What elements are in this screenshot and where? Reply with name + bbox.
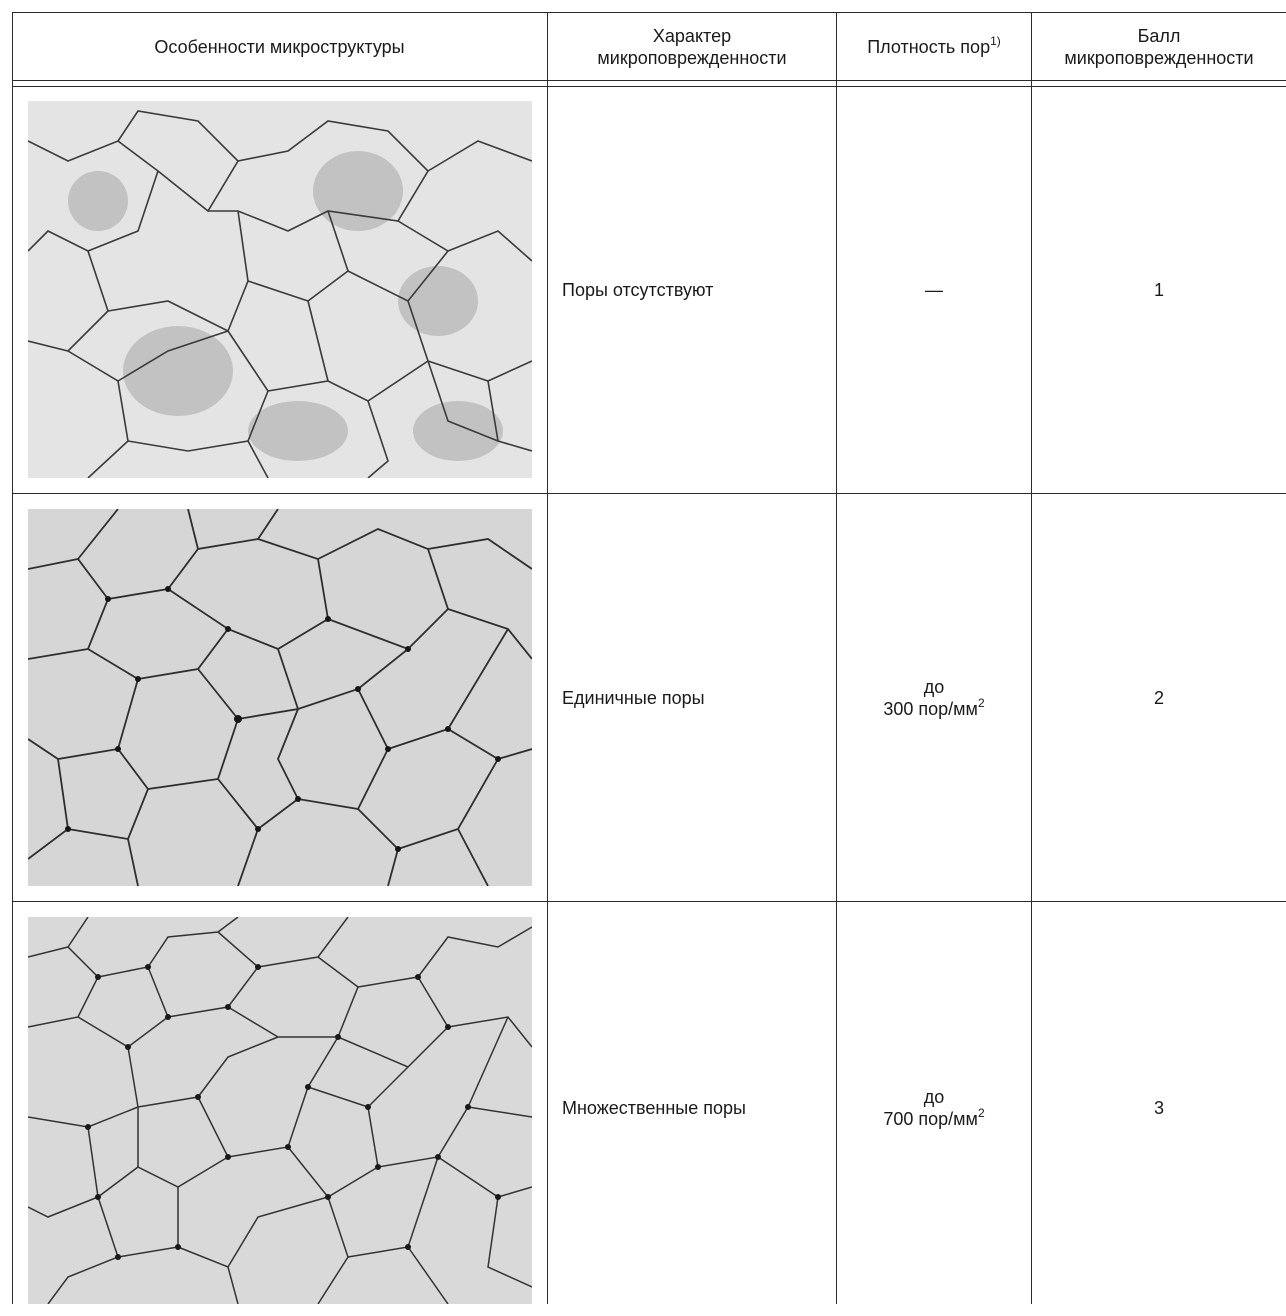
character-text: Поры отсутствуют: [562, 280, 714, 300]
grid-line: [12, 901, 1286, 902]
row3-score: 3: [1032, 902, 1286, 1314]
row3-density: до 700 пор/мм2: [837, 902, 1031, 1314]
header-character: Характер микроповрежденности: [548, 13, 836, 80]
micrograph-image: [28, 917, 532, 1304]
density-unit-exponent: 2: [977, 1106, 985, 1120]
grid-line: [1031, 12, 1032, 1304]
grid-line: [12, 86, 1286, 87]
micrograph-image: [28, 101, 532, 478]
micrograph-image: [28, 509, 532, 886]
density-text: —: [925, 280, 943, 300]
header-density-label: Плотность пор: [867, 36, 991, 57]
grid-line: [547, 12, 548, 1304]
row3-character: Множественные поры: [548, 902, 836, 1314]
grid-line: [836, 12, 837, 1304]
micrograph-image: [28, 101, 532, 478]
character-text: Единичные поры: [562, 687, 705, 708]
header-score-line1: Балл: [1137, 25, 1181, 46]
row2-score: 2: [1032, 494, 1286, 901]
header-score: Балл микроповрежденности: [1032, 13, 1286, 80]
micrograph-image: [28, 509, 532, 886]
grid-line: [12, 493, 1286, 494]
row1-density: —: [837, 87, 1031, 493]
header-character-line1: Характер: [652, 25, 732, 46]
grid-line: [12, 12, 1286, 13]
header-density: Плотность пор1): [837, 13, 1031, 80]
density-unit-exponent: 2: [977, 695, 985, 710]
character-text: Множественные поры: [562, 1098, 746, 1118]
row1-character: Поры отсутствуют: [548, 87, 836, 493]
header-features-label: Особенности микроструктуры: [154, 36, 405, 57]
score-text: 3: [1153, 1098, 1164, 1118]
density-text-line2: 300 пор/мм: [883, 698, 978, 719]
header-character-line2: микроповрежденности: [597, 47, 787, 68]
row2-density: до 300 пор/мм2: [837, 494, 1031, 901]
score-text: 1: [1153, 280, 1164, 300]
micro-damage-table: Особенности микроструктуры Характер микр…: [12, 12, 1286, 1316]
density-text-line2: 700 пор/мм: [883, 1109, 978, 1129]
grid-line: [12, 12, 13, 1304]
row1-score: 1: [1032, 87, 1286, 493]
header-score-line2: микроповрежденности: [1064, 47, 1254, 68]
density-text-line1: до: [923, 676, 945, 697]
score-text: 2: [1153, 687, 1164, 708]
row2-character: Единичные поры: [548, 494, 836, 901]
density-text-line1: до: [923, 1087, 945, 1107]
grid-line: [12, 80, 1286, 81]
header-features: Особенности микроструктуры: [12, 13, 547, 80]
micrograph-image: [28, 917, 532, 1304]
footnote-marker: 1): [990, 33, 1001, 48]
